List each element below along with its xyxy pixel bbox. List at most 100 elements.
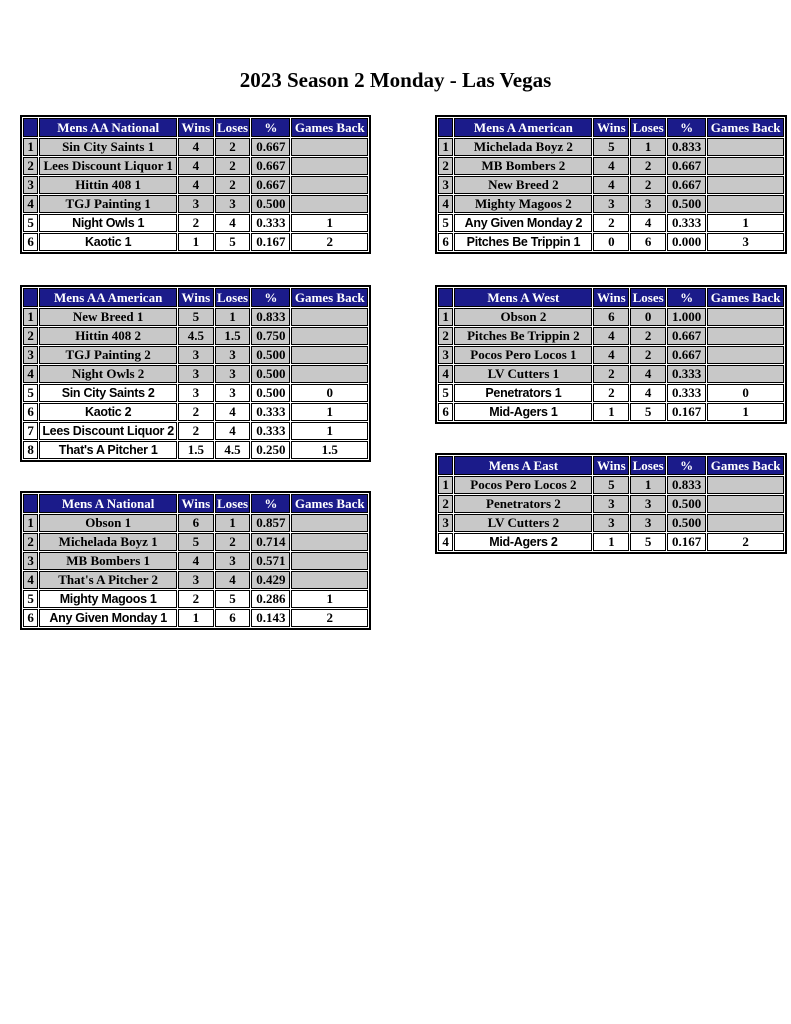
wins-cell: 3 [178, 571, 214, 589]
pct-cell: 0.833 [667, 476, 707, 494]
loses-cell: 4.5 [214, 441, 251, 459]
table-row: 3 LV Cutters 2 3 3 0.500 [438, 514, 784, 532]
table-title: Mens AA National [39, 118, 177, 137]
loses-cell: 4 [214, 571, 251, 589]
loses-cell: 3 [214, 195, 251, 213]
table-header: Mens A National Wins Loses% Games Back [23, 494, 368, 513]
col-header-wins: Wins [178, 494, 214, 513]
games-back-cell: 2 [707, 533, 784, 551]
pct-cell: 0.833 [667, 138, 707, 156]
games-back-cell [291, 365, 368, 383]
table-row: 2 Pitches Be Trippin 2 4 2 0.667 [438, 327, 784, 345]
pct-cell: 0.167 [667, 403, 707, 421]
loses-cell: 3 [214, 552, 251, 570]
pct-cell: 0.667 [251, 138, 291, 156]
wins-cell: 4 [593, 157, 630, 175]
wins-cell: 0 [593, 233, 630, 251]
wins-cell: 1 [178, 609, 214, 627]
games-back-cell [291, 571, 368, 589]
table-body: 1 Obson 1 6 1 0.857 2 Michelada Boyz 1 5 2 0.714 3… [23, 514, 368, 627]
wins-cell: 3 [593, 195, 630, 213]
loses-cell: 2 [630, 157, 667, 175]
team-cell: Lees Discount Liquor 2 [39, 422, 177, 440]
pct-cell: 0.500 [667, 514, 707, 532]
standings-table-mens-aa-national: Mens AA National Wins Loses% Games Back 1 Sin… [20, 115, 371, 254]
team-cell: Michelada Boyz 1 [39, 533, 177, 551]
games-back-cell [707, 346, 784, 364]
col-header-loses: Loses [630, 288, 667, 307]
wins-cell: 5 [593, 476, 630, 494]
team-cell: Penetrators 1 [454, 384, 593, 402]
rank-cell: 5 [23, 214, 39, 232]
wins-cell: 3 [178, 346, 214, 364]
col-header-loses: Loses [214, 118, 251, 137]
games-back-cell: 1 [707, 214, 784, 232]
games-back-cell [291, 176, 368, 194]
games-back-cell [291, 552, 368, 570]
header-row: Mens AA National Wins Loses% Games Back [23, 118, 368, 137]
loses-cell: 2 [214, 176, 251, 194]
games-back-cell: 0 [707, 384, 784, 402]
loses-cell: 4 [214, 403, 251, 421]
table-title: Mens AA American [39, 288, 177, 307]
loses-cell: 2 [630, 346, 667, 364]
table-title: Mens A West [454, 288, 593, 307]
col-header-loses: Loses [214, 288, 251, 307]
table-row: 1 Sin City Saints 1 4 2 0.667 [23, 138, 368, 156]
rank-cell: 2 [438, 495, 454, 513]
rank-cell: 5 [23, 384, 39, 402]
rank-cell: 1 [23, 308, 39, 326]
col-header-games-back: Games Back [707, 118, 784, 137]
games-back-cell: 0 [291, 384, 368, 402]
rank-col-header [438, 118, 454, 137]
wins-cell: 2 [178, 403, 214, 421]
rank-cell: 1 [438, 476, 454, 494]
wins-cell: 5 [178, 533, 214, 551]
pct-cell: 0.857 [251, 514, 291, 532]
team-cell: MB Bombers 2 [454, 157, 593, 175]
col-header-wins: Wins [593, 456, 630, 475]
table-header: Mens AA National Wins Loses% Games Back [23, 118, 368, 137]
team-cell: Kaotic 2 [39, 403, 177, 421]
table-row: 5 Night Owls 1 2 4 0.333 1 [23, 214, 368, 232]
team-cell: Kaotic 1 [39, 233, 177, 251]
col-header-games-back: Games Back [707, 456, 784, 475]
pct-cell: 0.667 [667, 157, 707, 175]
loses-cell: 3 [630, 514, 667, 532]
loses-cell: 1 [214, 514, 251, 532]
rank-cell: 1 [438, 308, 454, 326]
wins-cell: 3 [178, 365, 214, 383]
rank-cell: 5 [23, 590, 39, 608]
pct-cell: 0.143 [251, 609, 291, 627]
loses-cell: 3 [214, 384, 251, 402]
loses-cell: 5 [630, 403, 667, 421]
table-row: 2 Penetrators 2 3 3 0.500 [438, 495, 784, 513]
col-header-games-back: Games Back [291, 288, 368, 307]
pct-cell: 0.000 [667, 233, 707, 251]
col-header-wins: Wins [178, 288, 214, 307]
wins-cell: 2 [178, 214, 214, 232]
team-cell: MB Bombers 1 [39, 552, 177, 570]
pct-cell: 0.500 [251, 365, 291, 383]
rank-cell: 5 [438, 214, 454, 232]
loses-cell: 4 [630, 214, 667, 232]
wins-cell: 5 [178, 308, 214, 326]
team-cell: Pocos Pero Locos 2 [454, 476, 593, 494]
col-header-pct: % [667, 118, 707, 137]
rank-col-header [23, 494, 39, 513]
loses-cell: 1 [630, 476, 667, 494]
team-cell: That's A Pitcher 2 [39, 571, 177, 589]
table-row: 4 That's A Pitcher 2 3 4 0.429 [23, 571, 368, 589]
loses-cell: 0 [630, 308, 667, 326]
standings-table: Mens AA National Wins Loses% Games Back 1 Sin… [20, 115, 371, 254]
rank-cell: 4 [23, 365, 39, 383]
wins-cell: 2 [178, 422, 214, 440]
col-header-wins: Wins [593, 118, 630, 137]
rank-cell: 4 [438, 195, 454, 213]
wins-cell: 4 [178, 552, 214, 570]
table-row: 6 Any Given Monday 1 1 6 0.143 2 [23, 609, 368, 627]
wins-cell: 2 [593, 365, 630, 383]
rank-cell: 3 [23, 552, 39, 570]
wins-cell: 3 [593, 495, 630, 513]
